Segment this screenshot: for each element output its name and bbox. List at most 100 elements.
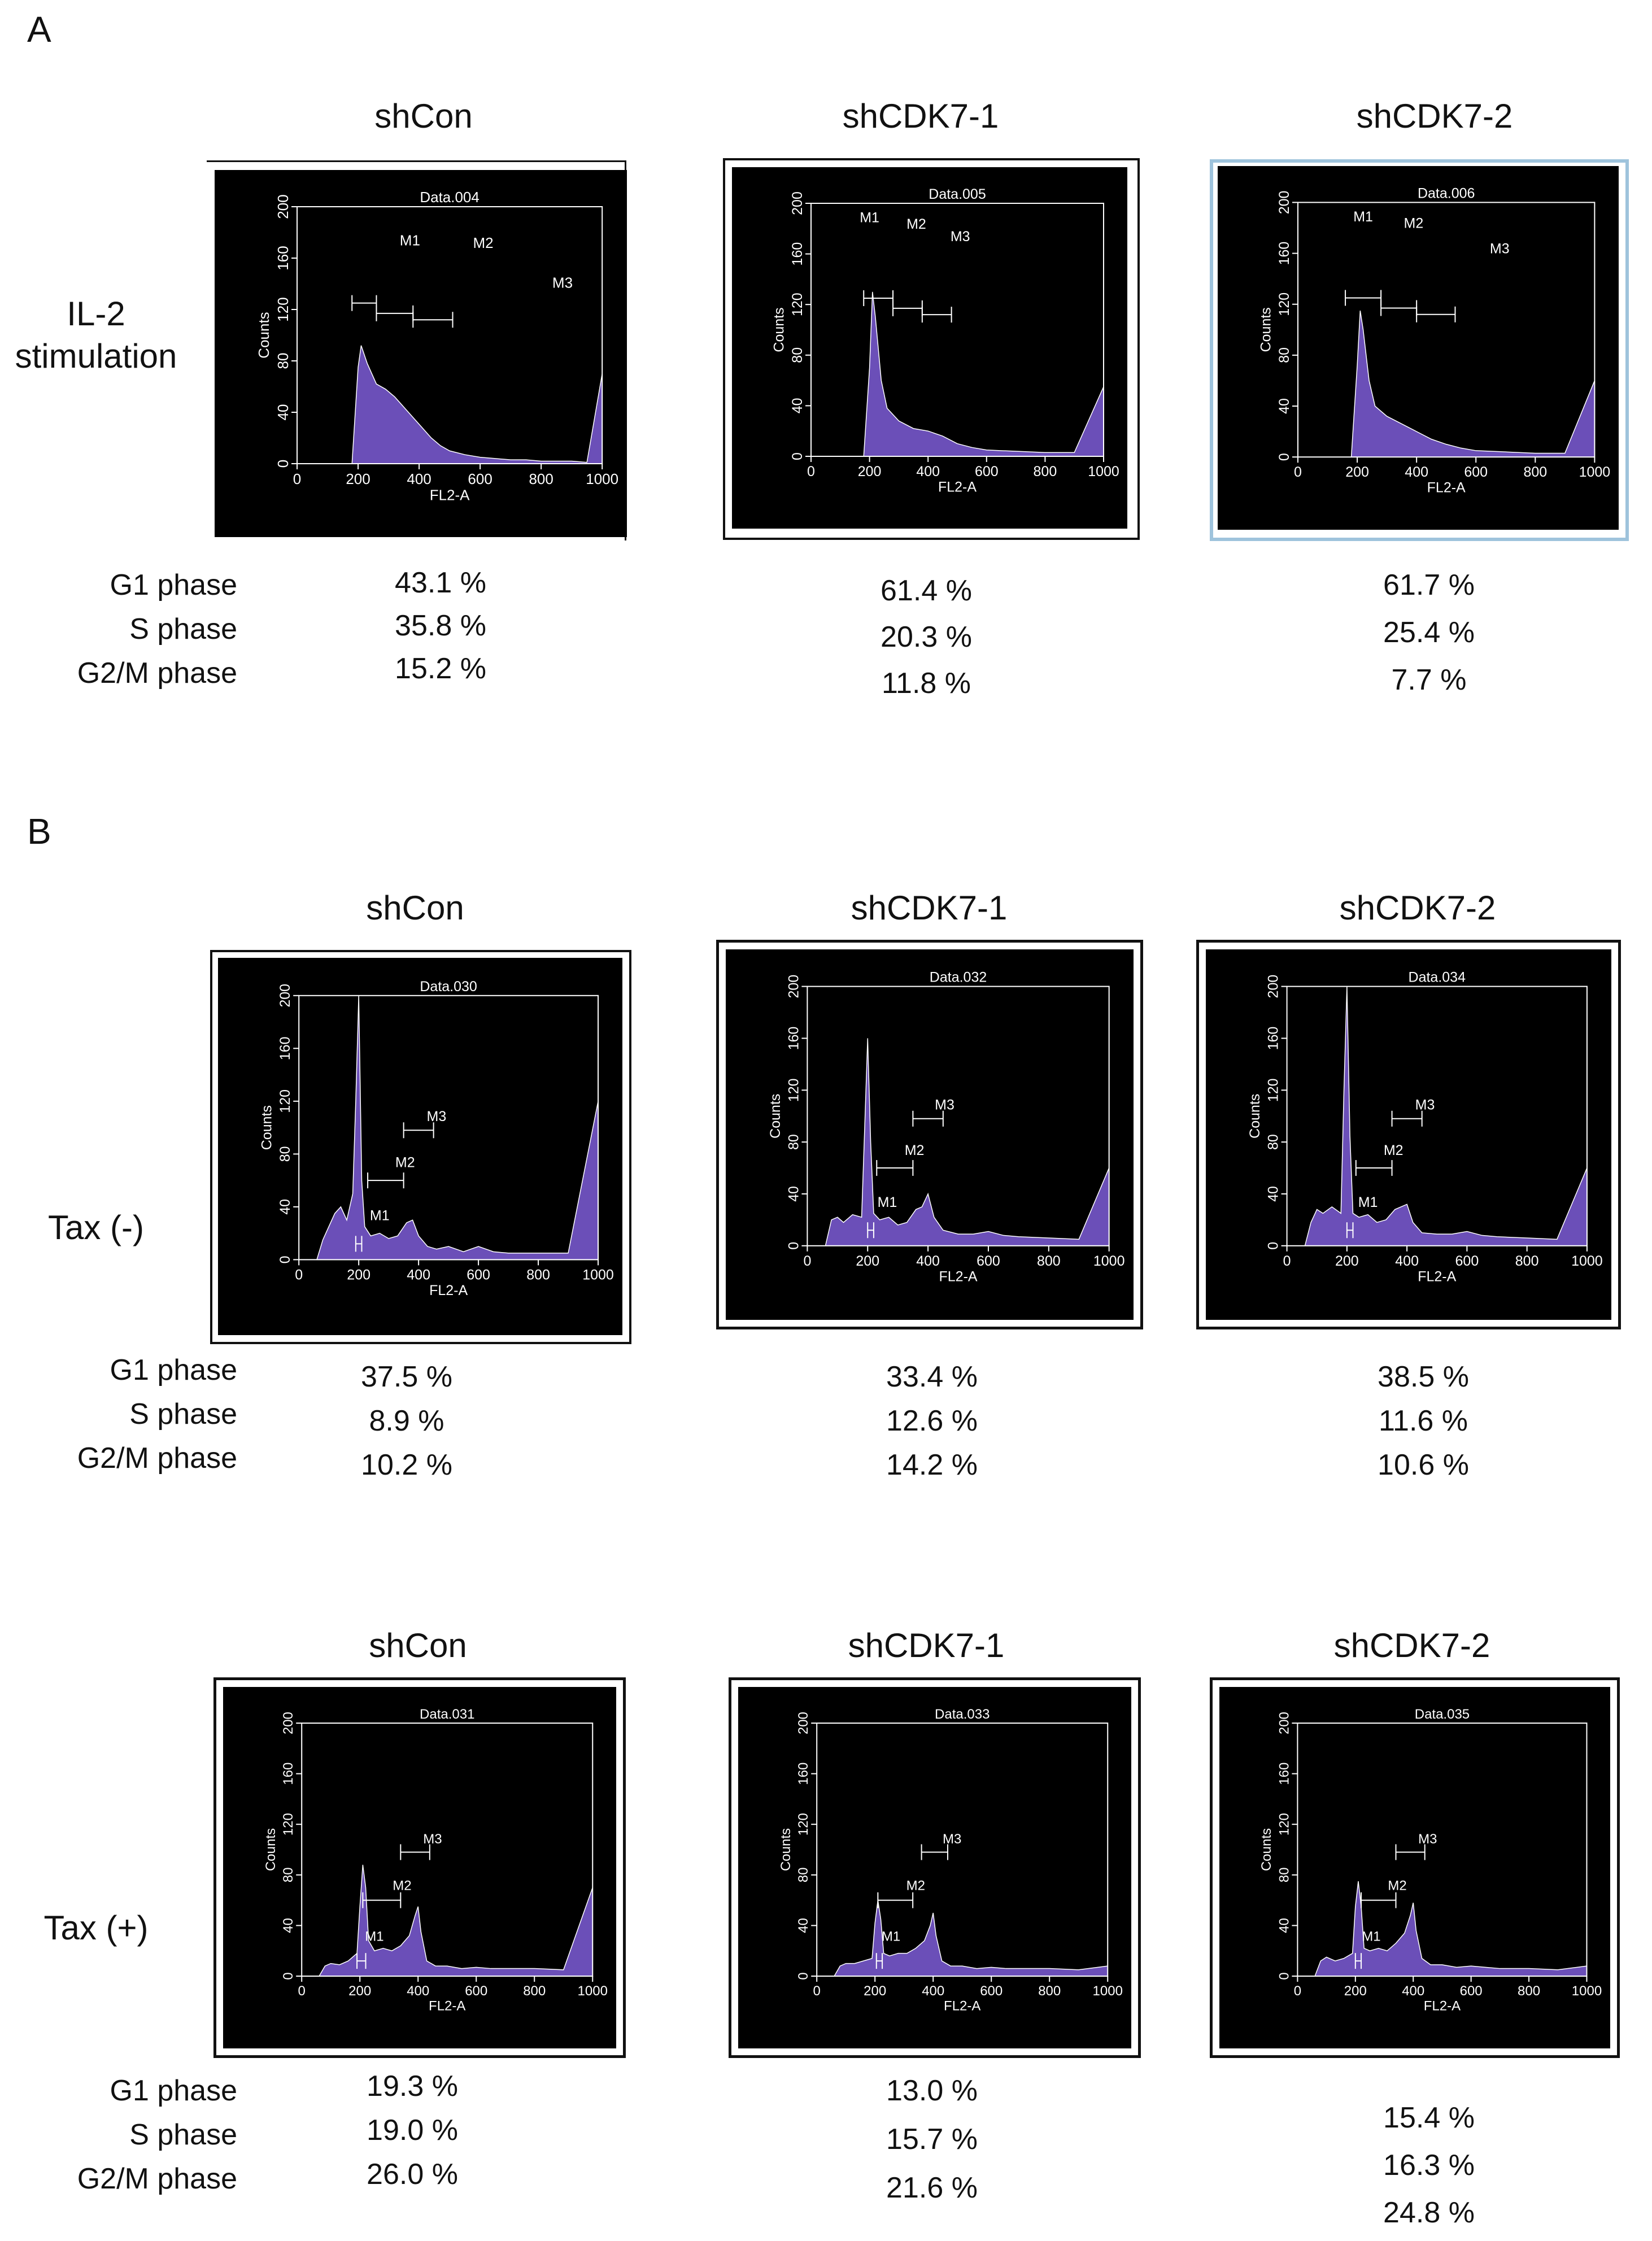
tax-minus-row-label: Tax (-) [48,1209,144,1246]
x-axis-label: FL2-A [939,1268,977,1284]
chart-title: Data.005 [929,186,986,202]
x-tick-label: 400 [916,1253,940,1269]
marker-label-m1: M1 [860,210,879,226]
y-tick-label: 80 [796,1867,811,1882]
axes-box [301,1723,594,1977]
pct-value: 19.3 % [367,2070,458,2103]
x-tick-label: 800 [1038,1983,1061,1999]
x-tick-label: 400 [407,470,431,487]
y-tick-label: 120 [796,1813,811,1835]
x-tick-label: 800 [1037,1253,1061,1269]
pct-value: 43.1 % [395,566,486,599]
plot-b4: Data.031 0 200 400 600 800 1000 0 40 80 120 160 200 F… [223,1687,616,2048]
axes-box [1297,1723,1588,1977]
y-tick-label: 120 [1266,1078,1282,1102]
y-tick-label: 200 [790,191,805,215]
y-axis-label: Counts [771,307,787,352]
x-tick-label: 200 [1345,464,1369,480]
marker-label-m3: M3 [1490,241,1510,257]
y-tick-label: 160 [790,242,805,266]
x-tick-label: 200 [347,1267,370,1283]
marker-label-m1: M1 [1362,1929,1380,1944]
x-tick-label: 800 [1034,464,1057,479]
y-tick-label: 200 [281,1712,296,1734]
x-tick-label: 400 [1402,1983,1424,1999]
y-tick-label: 160 [1276,242,1292,265]
y-tick-label: 80 [281,1867,296,1882]
chart-title: Data.032 [930,970,987,986]
pct-value: 11.8 % [881,667,971,700]
x-tick-label: 800 [529,470,553,487]
marker-label-m3: M3 [943,1832,961,1847]
marker-label-m1: M1 [400,232,420,248]
y-tick-label: 80 [1276,1867,1292,1882]
x-axis-label: FL2-A [944,1998,980,2013]
axes-box [807,986,1110,1246]
x-tick-label: 600 [465,1983,487,1999]
x-tick-label: 1000 [582,1267,614,1283]
tax-minus-col3-values: 38.5 % 11.6 % 10.6 % [1310,1362,1536,1480]
pct-value: 12.6 % [886,1405,978,1437]
x-tick-label: 600 [975,464,999,479]
axes-box [298,995,599,1261]
x-tick-label: 400 [916,464,940,479]
panel-a-phase-labels: G1 phase S phase G2/M phase [23,570,237,688]
histogram-area [1314,1881,1588,1977]
marker-label-m2: M2 [1404,215,1424,231]
marker-label-m3: M3 [1415,1097,1435,1113]
panel-b-label: B [27,811,51,852]
x-axis-label: FL2-A [1424,1998,1461,2013]
x-axis-label: FL2-A [429,1283,468,1298]
y-tick-label: 0 [1276,453,1292,461]
x-tick-label: 400 [407,1983,429,1999]
axes-box [297,206,603,464]
x-tick-label: 0 [1294,464,1302,480]
plot-background [1206,949,1611,1320]
pct-value: 15.2 % [395,652,486,685]
plot-b2: Data.032 0 200 400 600 800 1000 0 40 80 120 160 200 F… [726,949,1134,1320]
pct-value: 10.6 % [1378,1449,1469,1481]
y-tick-label: 80 [1276,347,1292,363]
marker-label-m1: M1 [1353,209,1373,225]
y-tick-label: 200 [277,984,293,1008]
x-tick-label: 200 [348,1983,371,1999]
y-tick-label: 40 [281,1918,296,1933]
pct-value: 15.4 % [1383,2102,1475,2134]
plot-b1: Data.030 0 200 400 600 800 1000 0 40 80 120 160 200 F… [218,958,622,1335]
x-tick-label: 400 [1395,1253,1419,1269]
tax-plus-phase-labels: G1 phase S phase G2/M phase [23,2076,237,2194]
marker-label-m1: M1 [878,1194,897,1210]
y-tick-label: 200 [1266,975,1282,999]
chart-title: Data.004 [420,189,480,206]
x-axis-label: FL2-A [1418,1268,1456,1284]
pct-value: 15.7 % [886,2123,978,2156]
chart-title: Data.030 [420,979,477,995]
chart-title: Data.006 [1418,185,1475,201]
plot-b5-frame: Data.033 0 200 400 600 800 1000 0 40 80 120 160 200 F… [729,1677,1141,2058]
y-tick-label: 40 [1266,1186,1282,1202]
pct-value: 16.3 % [1383,2149,1475,2182]
y-tick-label: 0 [274,460,291,468]
y-tick-label: 160 [281,1763,296,1785]
pct-value: 20.3 % [881,621,972,653]
axes-box [1286,986,1588,1246]
y-tick-label: 80 [786,1134,801,1150]
phase-label-g2m: G2/M phase [77,657,237,690]
plot-b3: Data.034 0 200 400 600 800 1000 0 40 80 120 160 200 F… [1206,949,1611,1320]
y-tick-label: 40 [796,1918,811,1933]
x-tick-label: 0 [807,464,815,479]
y-axis-label: Counts [768,1094,783,1139]
marker-label-m1: M1 [882,1929,900,1944]
panel-b2-col-title-1: shCon [369,1627,467,1664]
panel-b-col-title-2: shCDK7-1 [851,889,1008,927]
y-tick-label: 160 [277,1036,293,1060]
y-tick-label: 120 [786,1078,801,1102]
tax-plus-col2-values: 13.0 % 15.7 % 21.6 % [819,2076,1045,2203]
x-axis-label: FL2-A [429,1998,465,2013]
phase-label-s: S phase [129,1398,237,1431]
plot-b2-frame: Data.032 0 200 400 600 800 1000 0 40 80 120 160 200 F… [716,940,1143,1329]
phase-label-s: S phase [129,2118,237,2151]
pct-value: 61.7 % [1383,569,1475,601]
plot-b5: Data.033 0 200 400 600 800 1000 0 40 80 120 160 200 F… [738,1687,1131,2048]
panel-a-col2-values: 61.4 % 20.3 % 11.8 % [813,576,1039,698]
